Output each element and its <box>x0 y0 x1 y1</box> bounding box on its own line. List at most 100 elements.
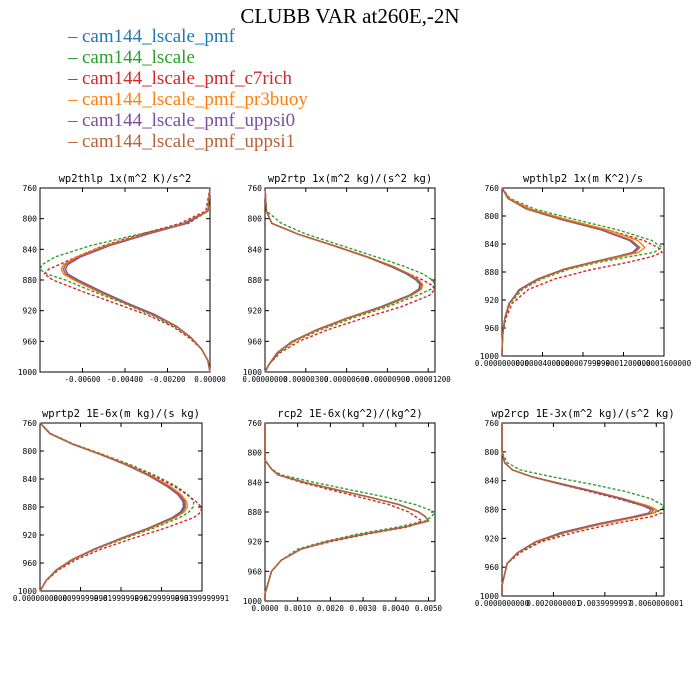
series-line-1 <box>501 187 641 357</box>
legend-label: cam144_lscale_pmf_uppsi1 <box>82 131 296 152</box>
y-tick-label: 840 <box>23 475 38 484</box>
y-tick-label: 960 <box>23 559 38 568</box>
y-tick-label: 880 <box>23 276 38 285</box>
legend-label: cam144_lscale_pmf_c7rich <box>82 68 292 89</box>
series-line-3 <box>264 187 436 373</box>
x-tick-label: 0.00000900 <box>365 375 411 384</box>
series-line-5 <box>501 187 639 357</box>
x-tick-label: 0.0000000000 <box>475 599 530 608</box>
series-line-4 <box>60 187 211 373</box>
panel-title: wp2rcp 1E-3x(m^2 kg)/(s^2 kg) <box>491 408 674 420</box>
y-tick-label: 960 <box>248 567 263 576</box>
panel-title: wp2rtp 1x(m^2 kg)/(s^2 kg) <box>268 173 432 185</box>
plot-frame <box>264 422 436 602</box>
figure-title: CLUBB VAR at260E,-2N <box>240 4 460 28</box>
x-tick-label: 0.0000 <box>251 604 279 613</box>
y-tick-label: 760 <box>485 184 500 193</box>
x-tick-label: 0.0001600000 <box>637 359 692 368</box>
y-tick-label: 840 <box>23 245 38 254</box>
y-tick-label: 960 <box>485 563 500 572</box>
x-tick-label: 0.0199999996 <box>94 594 149 603</box>
legend-item: – cam144_lscale_pmf <box>68 26 308 47</box>
y-tick-label: 920 <box>485 296 500 305</box>
x-tick-label: 0.00000000 <box>242 375 288 384</box>
x-tick-label: 0.0039999997 <box>578 599 632 608</box>
y-tick-label: 760 <box>485 419 500 428</box>
legend-swatch: – <box>68 47 78 68</box>
x-tick-label: 0.0040 <box>382 604 410 613</box>
x-tick-label: 0.00000600 <box>324 375 370 384</box>
series-line-3 <box>501 187 664 357</box>
y-tick-label: 840 <box>485 240 500 249</box>
series-line-5 <box>64 187 211 373</box>
x-tick-label: 0.0000400000 <box>515 359 570 368</box>
legend: – cam144_lscale_pmf – cam144_lscale – cam14… <box>68 26 308 152</box>
y-tick-label: 840 <box>485 477 500 486</box>
series-line-2 <box>501 187 664 357</box>
y-tick-label: 880 <box>485 268 500 277</box>
series-line-3 <box>43 187 211 373</box>
y-tick-label: 760 <box>248 419 263 428</box>
series-line-1 <box>62 187 211 373</box>
panel-title: rcp2 1E-6x(kg^2)/(kg^2) <box>277 408 422 420</box>
legend-swatch: – <box>68 89 78 110</box>
y-tick-label: 840 <box>248 245 263 254</box>
y-tick-label: 880 <box>23 503 38 512</box>
y-tick-label: 1000 <box>18 587 37 596</box>
x-tick-label: 0.0020 <box>317 604 345 613</box>
y-tick-label: 800 <box>485 212 500 221</box>
legend-label: cam144_lscale <box>82 47 195 68</box>
legend-swatch: – <box>68 131 78 152</box>
legend-swatch: – <box>68 68 78 89</box>
series-line-3 <box>501 423 664 596</box>
y-tick-label: 880 <box>485 506 500 515</box>
chart-panel-5: rcp2 1E-6x(kg^2)/(kg^2) 760 800 840 880 920 96… <box>243 408 443 613</box>
y-tick-label: 760 <box>23 419 38 428</box>
series-line-3 <box>264 423 424 601</box>
x-tick-label: -0.00400 <box>107 375 144 384</box>
series-line-2 <box>501 423 666 596</box>
y-tick-label: 1000 <box>480 352 499 361</box>
x-tick-label: 0.00001200 <box>406 375 452 384</box>
legend-item: – cam144_lscale <box>68 47 308 68</box>
y-tick-label: 800 <box>248 449 263 458</box>
x-tick-label: 0.0020000001 <box>526 599 580 608</box>
panel-title: wp2thlp 1x(m^2 K)/s^2 <box>59 173 192 185</box>
x-tick-label: -0.00200 <box>149 375 186 384</box>
legend-swatch: – <box>68 26 78 47</box>
y-tick-label: 880 <box>248 508 263 517</box>
x-tick-label: 0.00000300 <box>283 375 329 384</box>
series-line-6 <box>501 187 641 357</box>
x-tick-label: 0.00000 <box>194 375 226 384</box>
y-tick-label: 920 <box>23 531 38 540</box>
legend-label: cam144_lscale_pmf_pr3buoy <box>82 89 308 110</box>
x-tick-label: 0.0099999998 <box>53 594 108 603</box>
y-tick-label: 1000 <box>243 368 262 377</box>
x-tick-label: 0.0050 <box>415 604 443 613</box>
series-line-2 <box>39 187 211 373</box>
series-line-1 <box>501 423 655 596</box>
x-tick-label: 0.0399999991 <box>175 594 229 603</box>
x-tick-label: 0.0001200000 <box>596 359 651 368</box>
series-line-1 <box>264 423 430 601</box>
series-line-6 <box>264 187 423 373</box>
x-tick-label: 0.0000000000 <box>475 359 530 368</box>
y-tick-label: 920 <box>248 307 263 316</box>
y-tick-label: 800 <box>485 448 500 457</box>
chart-panel-3: wpthlp2 1x(m K^2)/s 760 800 840 880 920 960 100… <box>475 173 692 368</box>
series-line-2 <box>264 187 436 373</box>
legend-item: – cam144_lscale_pmf_pr3buoy <box>68 89 308 110</box>
y-tick-label: 920 <box>248 538 263 547</box>
series-line-5 <box>501 423 653 596</box>
y-tick-label: 1000 <box>480 592 499 601</box>
y-tick-label: 800 <box>248 215 263 224</box>
series-line-5 <box>264 423 430 601</box>
chart-panel-2: wp2rtp 1x(m^2 kg)/(s^2 kg) 760 800 840 880 92… <box>242 173 451 384</box>
legend-item: – cam144_lscale_pmf_uppsi1 <box>68 131 308 152</box>
legend-item: – cam144_lscale_pmf_c7rich <box>68 68 308 89</box>
y-tick-label: 920 <box>23 307 38 316</box>
legend-swatch: – <box>68 110 78 131</box>
x-tick-label: 0.0060000001 <box>629 599 683 608</box>
